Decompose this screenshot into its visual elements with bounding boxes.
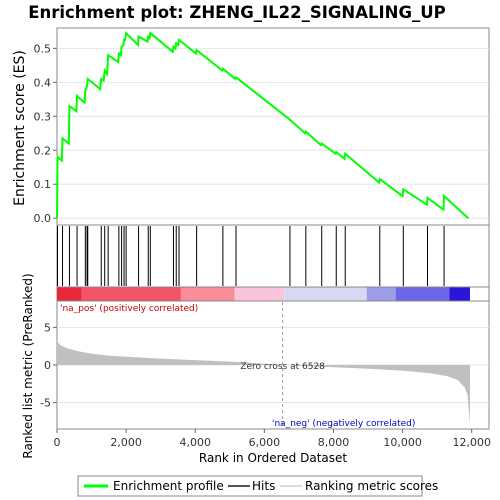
es-y-tick-label: 0.3 bbox=[34, 110, 52, 123]
x-tick-label: 12,000 bbox=[452, 436, 491, 449]
es-y-ticks: 0.0 0.1 0.2 0.3 0.4 0.5 bbox=[34, 42, 57, 225]
hits-panel-frame bbox=[56, 224, 490, 288]
legend-label-ranking-metric-scores: Ranking metric scores bbox=[305, 479, 438, 493]
x-tick-label: 8,000 bbox=[318, 436, 350, 449]
metric-y-tick-label: 5 bbox=[44, 321, 51, 334]
color-bar-segment bbox=[234, 287, 285, 301]
es-gridlines bbox=[57, 47, 489, 219]
negative-correlation-label: 'na_neg' (negatively correlated) bbox=[272, 419, 415, 429]
legend-label-enrichment-profile: Enrichment profile bbox=[113, 479, 224, 493]
metric-y-tick-label: 0 bbox=[44, 359, 51, 372]
metric-y-ticks: -5 0 5 bbox=[40, 321, 57, 410]
x-tick-label: 4,000 bbox=[179, 436, 211, 449]
es-y-tick-label: 0.4 bbox=[34, 76, 52, 89]
color-bar-segments bbox=[57, 287, 470, 301]
x-tick-label: 10,000 bbox=[383, 436, 422, 449]
color-bar-segment bbox=[395, 287, 450, 301]
metric-y-axis-label: Ranked list metric (PreRanked) bbox=[21, 273, 35, 458]
es-y-tick-label: 0.1 bbox=[34, 178, 52, 191]
color-bar-segment bbox=[284, 287, 367, 301]
es-y-axis-label: Enrichment score (ES) bbox=[12, 50, 28, 206]
es-panel: 0.0 0.1 0.2 0.3 0.4 0.5 Enrichment score (ES) bbox=[12, 27, 490, 226]
ranking-color-bar bbox=[56, 286, 490, 302]
legend: Enrichment profile Hits Ranking metric s… bbox=[77, 475, 438, 497]
es-y-tick-label: 0.2 bbox=[34, 144, 52, 157]
metric-y-tick-label: -5 bbox=[40, 397, 51, 410]
color-bar-segment bbox=[366, 287, 396, 301]
ranking-metric-area bbox=[57, 340, 470, 424]
x-ticks: 0 2,000 4,000 6,000 8,000 10,000 12,000 bbox=[54, 429, 491, 449]
metric-panel: Zero cross at 6528 'na_pos' (positively … bbox=[21, 273, 490, 459]
legend-label-hits: Hits bbox=[252, 479, 275, 493]
color-bar-segment bbox=[57, 287, 82, 301]
color-bar-segment bbox=[180, 287, 235, 301]
color-bar-segment bbox=[81, 287, 181, 301]
x-axis-label: Rank in Ordered Dataset bbox=[199, 451, 347, 465]
x-tick-label: 2,000 bbox=[110, 436, 142, 449]
zero-cross-label: Zero cross at 6528 bbox=[240, 362, 325, 372]
enrichment-profile-line bbox=[56, 30, 469, 219]
chart-title: Enrichment plot: ZHENG_IL22_SIGNALING_UP bbox=[28, 3, 446, 22]
es-panel-frame bbox=[56, 27, 490, 226]
es-y-tick-label: 0.0 bbox=[34, 212, 52, 225]
x-axis: 0 2,000 4,000 6,000 8,000 10,000 12,000 Rank i… bbox=[54, 429, 491, 465]
hits-panel bbox=[56, 224, 490, 288]
color-bar-segment bbox=[449, 287, 470, 301]
x-tick-label: 0 bbox=[54, 436, 61, 449]
x-tick-label: 6,000 bbox=[249, 436, 281, 449]
positive-correlation-label: 'na_pos' (positively correlated) bbox=[60, 304, 198, 314]
hit-markers bbox=[57, 226, 445, 286]
es-y-tick-label: 0.5 bbox=[34, 42, 52, 55]
